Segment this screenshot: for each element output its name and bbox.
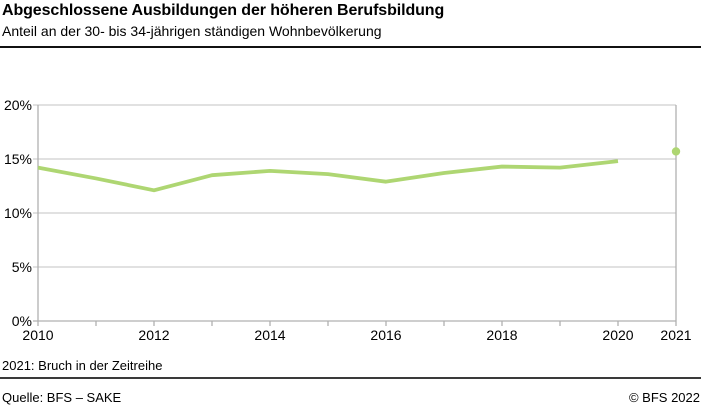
x-axis-tick-label: 2010 [22, 327, 53, 343]
y-axis-tick-label: 10% [4, 205, 32, 221]
chart-subtitle: Anteil an der 30- bis 34-jährigen ständi… [2, 23, 382, 39]
footnote: 2021: Bruch in der Zeitreihe [2, 358, 163, 373]
source-label: Quelle: BFS – SAKE [2, 390, 122, 405]
copyright-label: © BFS 2022 [628, 390, 700, 405]
chart-title: Abgeschlossene Ausbildungen der höheren … [2, 2, 445, 19]
x-axis-tick-label: 2021 [660, 327, 691, 343]
data-point-2021 [671, 147, 681, 156]
footer-divider [0, 377, 701, 379]
y-axis-tick-label: 20% [4, 97, 32, 113]
data-line [37, 159, 619, 193]
y-axis-tick-label: 0% [12, 313, 32, 329]
x-axis-tick-label: 2016 [370, 327, 401, 343]
x-axis-tick-label: 2012 [138, 327, 169, 343]
y-axis-tick-label: 5% [12, 259, 32, 275]
header-divider [0, 46, 701, 48]
x-axis-tick-label: 2018 [486, 327, 517, 343]
x-axis-tick-label: 2014 [254, 327, 285, 343]
y-axis-tick-label: 15% [4, 151, 32, 167]
x-axis-tick-label: 2020 [602, 327, 633, 343]
line-chart: 0% 5% 10% 15% 20% 2010 2012 2014 2016 2018 2020 202… [4, 97, 692, 343]
